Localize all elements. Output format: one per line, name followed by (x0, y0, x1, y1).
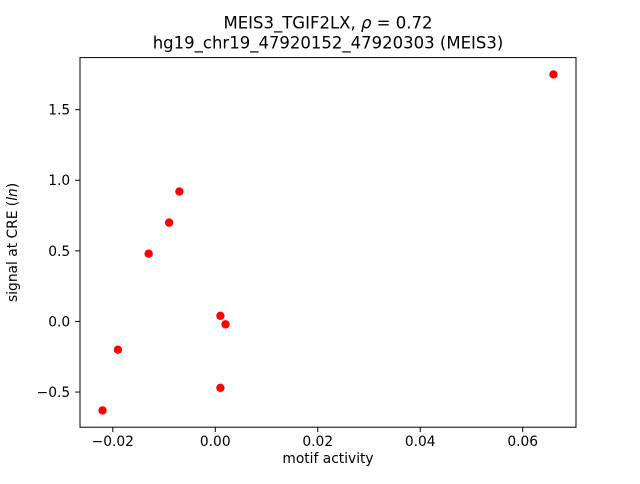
y-axis-label-ln: ln (5, 188, 21, 201)
data-point (216, 383, 225, 393)
data-point (221, 320, 230, 329)
y-axis-label-prefix: signal at CRE ( (5, 201, 21, 302)
data-points (98, 70, 558, 415)
data-point (175, 187, 184, 196)
chart-title-value: = 0.72 (371, 14, 432, 33)
y-tick-label: 1.0 (48, 173, 70, 189)
y-tick-label: 0.5 (48, 244, 70, 260)
data-point (216, 311, 225, 321)
x-tick-label: 0.00 (200, 434, 231, 450)
chart-title: MEIS3_TGIF2LX, ρ = 0.72 (223, 14, 432, 34)
data-point (144, 249, 153, 258)
data-point (98, 406, 107, 415)
x-tick-label: 0.02 (302, 434, 333, 450)
axis-ticks: −0.02 0.00 0.02 0.04 0.06 −0.5 0.0 0.5 1.0 1.5 (37, 103, 538, 450)
plot-area (79, 57, 577, 428)
x-tick-label: −0.02 (92, 434, 134, 450)
chart-subtitle: hg19_chr19_47920152_47920303 (MEIS3) (153, 34, 504, 54)
data-point (549, 70, 558, 79)
y-tick-label: 1.5 (48, 103, 70, 119)
chart-title-prefix: MEIS3_TGIF2LX, (223, 14, 360, 34)
data-point (164, 218, 174, 227)
y-axis-label-suffix: ) (5, 183, 21, 188)
x-tick-label: 0.04 (405, 434, 436, 450)
y-axis-label: signal at CRE (ln) (5, 183, 21, 302)
data-point (113, 345, 123, 354)
y-tick-label: 0.0 (48, 314, 70, 330)
chart-title-rho: ρ (361, 14, 372, 33)
y-tick-label: −0.5 (37, 385, 71, 401)
x-axis-label: motif activity (282, 451, 373, 467)
x-tick-label: 0.06 (507, 434, 538, 450)
